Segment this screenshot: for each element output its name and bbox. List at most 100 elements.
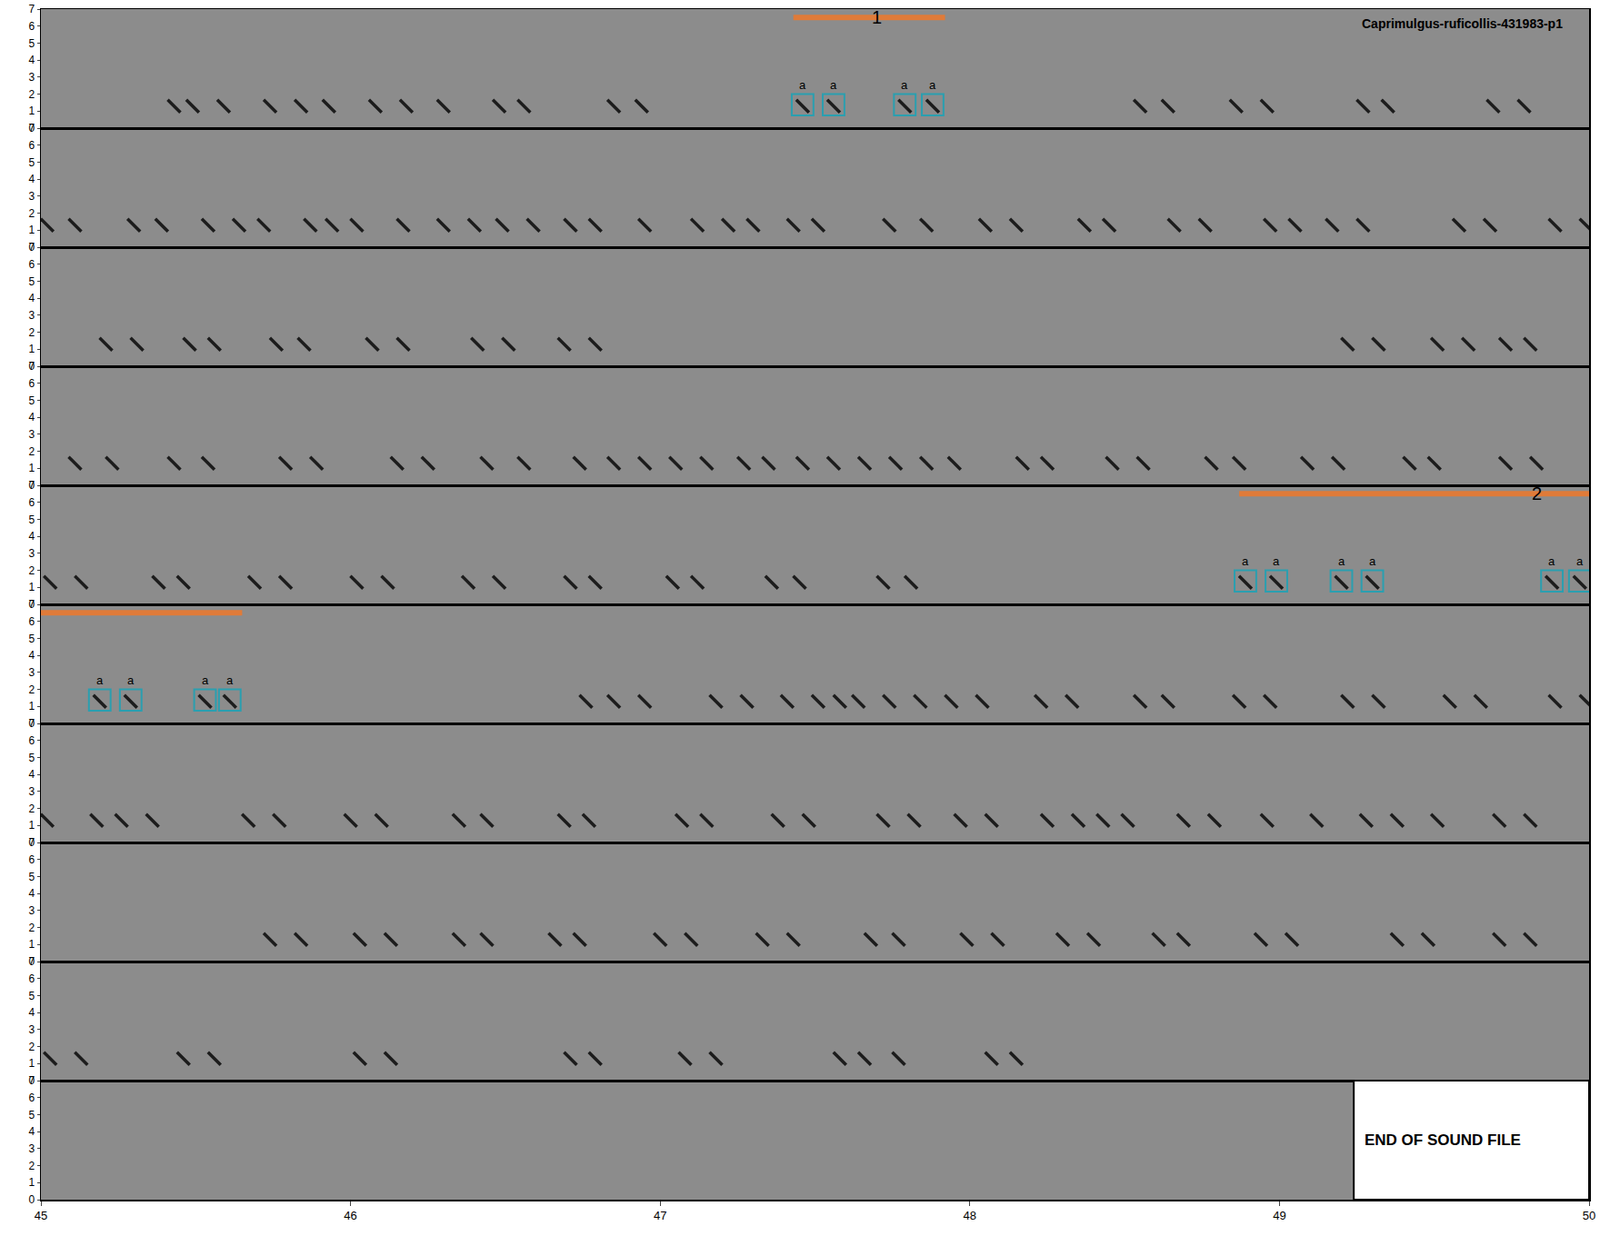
- svg-text:3: 3: [28, 547, 35, 560]
- svg-text:48: 48: [963, 1209, 977, 1223]
- svg-text:6: 6: [28, 139, 35, 152]
- svg-text:4: 4: [28, 649, 35, 662]
- svg-text:4: 4: [28, 1006, 35, 1020]
- svg-text:50: 50: [1582, 1209, 1596, 1223]
- svg-text:END OF SOUND FILE: END OF SOUND FILE: [1364, 1131, 1521, 1150]
- svg-text:0: 0: [28, 717, 35, 730]
- svg-text:7: 7: [28, 598, 35, 611]
- svg-text:6: 6: [28, 972, 35, 986]
- svg-text:2: 2: [28, 88, 35, 101]
- svg-text:4: 4: [28, 768, 35, 781]
- svg-text:1: 1: [28, 938, 35, 951]
- svg-text:a: a: [929, 78, 937, 92]
- svg-text:6: 6: [28, 496, 35, 510]
- svg-text:1: 1: [28, 819, 35, 832]
- svg-text:6: 6: [28, 1091, 35, 1105]
- svg-text:0: 0: [28, 479, 35, 492]
- svg-text:a: a: [127, 673, 135, 688]
- svg-text:a: a: [830, 78, 838, 92]
- svg-text:2: 2: [28, 564, 35, 578]
- svg-text:a: a: [900, 78, 909, 92]
- svg-text:1: 1: [28, 342, 35, 356]
- svg-text:0: 0: [28, 598, 35, 611]
- svg-text:5: 5: [28, 394, 35, 408]
- svg-text:3: 3: [28, 309, 35, 322]
- svg-text:5: 5: [28, 156, 35, 170]
- svg-text:0: 0: [28, 955, 35, 969]
- svg-text:4: 4: [28, 887, 35, 900]
- svg-text:5: 5: [28, 1109, 35, 1122]
- svg-text:7: 7: [28, 717, 35, 730]
- svg-text:4: 4: [28, 1125, 35, 1139]
- svg-text:7: 7: [28, 479, 35, 492]
- svg-text:3: 3: [28, 785, 35, 799]
- svg-text:7: 7: [28, 836, 35, 850]
- svg-text:2: 2: [28, 445, 35, 459]
- svg-text:2: 2: [1531, 483, 1542, 504]
- svg-text:0: 0: [28, 1074, 35, 1088]
- svg-text:6: 6: [28, 853, 35, 867]
- svg-text:5: 5: [28, 751, 35, 765]
- svg-text:0: 0: [28, 360, 35, 373]
- svg-text:1: 1: [28, 580, 35, 594]
- svg-text:3: 3: [28, 190, 35, 203]
- svg-text:2: 2: [28, 326, 35, 340]
- svg-text:3: 3: [28, 1023, 35, 1037]
- svg-text:5: 5: [28, 37, 35, 50]
- svg-text:0: 0: [28, 836, 35, 850]
- svg-text:3: 3: [28, 904, 35, 918]
- svg-text:a: a: [96, 673, 104, 688]
- svg-text:4: 4: [28, 410, 35, 424]
- svg-text:1: 1: [871, 7, 882, 28]
- svg-text:3: 3: [28, 1142, 35, 1156]
- svg-text:4: 4: [28, 53, 35, 67]
- svg-text:0: 0: [28, 121, 35, 135]
- svg-text:45: 45: [34, 1209, 48, 1223]
- svg-text:2: 2: [28, 802, 35, 816]
- svg-text:3: 3: [28, 428, 35, 441]
- svg-text:0: 0: [28, 1193, 35, 1207]
- svg-text:a: a: [1369, 554, 1377, 569]
- svg-text:a: a: [226, 673, 234, 688]
- svg-text:0: 0: [28, 240, 35, 254]
- svg-text:1: 1: [28, 461, 35, 475]
- svg-text:5: 5: [28, 275, 35, 289]
- svg-text:5: 5: [28, 990, 35, 1003]
- svg-text:7: 7: [28, 2, 35, 16]
- svg-text:1: 1: [28, 700, 35, 713]
- svg-text:4: 4: [28, 291, 35, 305]
- svg-text:6: 6: [28, 615, 35, 629]
- svg-text:a: a: [1272, 554, 1280, 569]
- svg-text:6: 6: [28, 377, 35, 390]
- svg-text:7: 7: [28, 1074, 35, 1088]
- svg-text:a: a: [1576, 554, 1584, 569]
- svg-text:5: 5: [28, 870, 35, 884]
- svg-text:a: a: [1241, 554, 1250, 569]
- svg-text:a: a: [799, 78, 807, 92]
- svg-text:3: 3: [28, 70, 35, 84]
- svg-text:6: 6: [28, 258, 35, 271]
- svg-text:a: a: [1338, 554, 1346, 569]
- svg-text:2: 2: [28, 1160, 35, 1173]
- svg-text:Caprimulgus-ruficollis-431983-: Caprimulgus-ruficollis-431983-p1: [1361, 16, 1563, 31]
- svg-text:7: 7: [28, 240, 35, 254]
- svg-text:1: 1: [28, 104, 35, 118]
- svg-text:7: 7: [28, 121, 35, 135]
- svg-text:49: 49: [1272, 1209, 1286, 1223]
- svg-text:a: a: [201, 673, 210, 688]
- svg-text:4: 4: [28, 172, 35, 186]
- svg-text:7: 7: [28, 360, 35, 373]
- svg-text:1: 1: [28, 1057, 35, 1070]
- svg-text:1: 1: [28, 1176, 35, 1190]
- svg-text:46: 46: [343, 1209, 357, 1223]
- svg-text:47: 47: [653, 1209, 667, 1223]
- svg-text:a: a: [1548, 554, 1556, 569]
- svg-text:6: 6: [28, 20, 35, 33]
- svg-text:2: 2: [28, 207, 35, 220]
- svg-text:2: 2: [28, 683, 35, 697]
- svg-text:2: 2: [28, 921, 35, 935]
- svg-text:4: 4: [28, 530, 35, 543]
- svg-text:3: 3: [28, 666, 35, 680]
- svg-text:5: 5: [28, 632, 35, 646]
- svg-text:6: 6: [28, 734, 35, 748]
